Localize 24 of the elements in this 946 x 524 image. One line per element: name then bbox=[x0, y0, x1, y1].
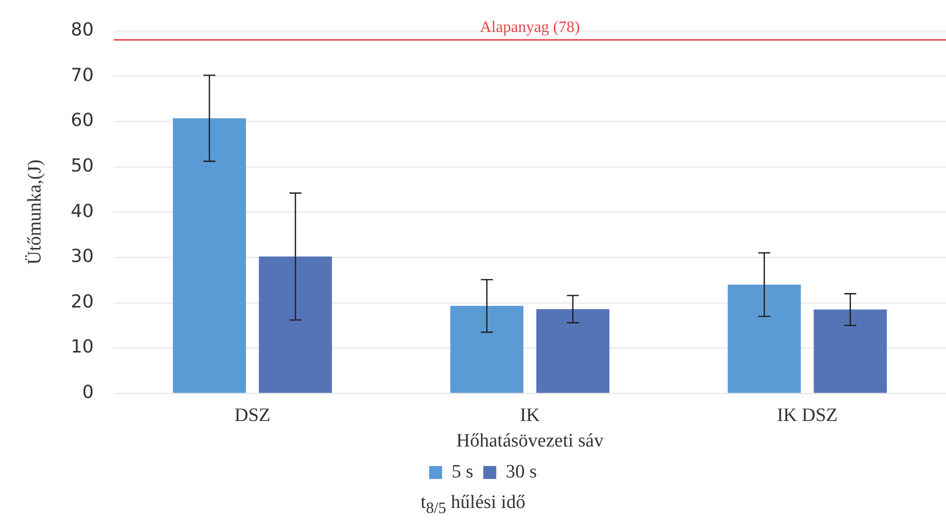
y-tick-label: 70 bbox=[70, 64, 94, 86]
y-tick-label: 60 bbox=[70, 110, 94, 132]
y-tick-label: 40 bbox=[70, 200, 94, 222]
x-axis-title: Hőhatásövezeti sáv bbox=[456, 430, 604, 452]
x-tick-label: IK bbox=[520, 404, 540, 426]
y-tick-label: 50 bbox=[70, 155, 94, 176]
y-tick-label: 20 bbox=[70, 291, 94, 312]
bar bbox=[814, 310, 887, 393]
ref-line-label: Alapanyag (78) bbox=[480, 19, 580, 36]
y-tick-label: 30 bbox=[70, 246, 94, 268]
y-tick-label: 10 bbox=[70, 336, 94, 358]
y-tick-label: 80 bbox=[70, 19, 94, 40]
x-tick-label: DSZ bbox=[234, 404, 270, 426]
x-tick-label: IK DSZ bbox=[776, 404, 838, 426]
bar bbox=[536, 309, 610, 393]
bar bbox=[172, 118, 246, 393]
legend-title: t$_{8/5}$ hűlési idő bbox=[420, 492, 526, 518]
bar bbox=[258, 256, 332, 393]
legend-label: 5 s bbox=[452, 461, 474, 482]
legend-label: 30 s bbox=[506, 461, 537, 482]
y-tick-label: 0 bbox=[82, 382, 94, 404]
bar bbox=[450, 306, 524, 393]
y-axis-title: Ütőmunka,(J) bbox=[24, 160, 46, 265]
bar bbox=[728, 284, 801, 393]
